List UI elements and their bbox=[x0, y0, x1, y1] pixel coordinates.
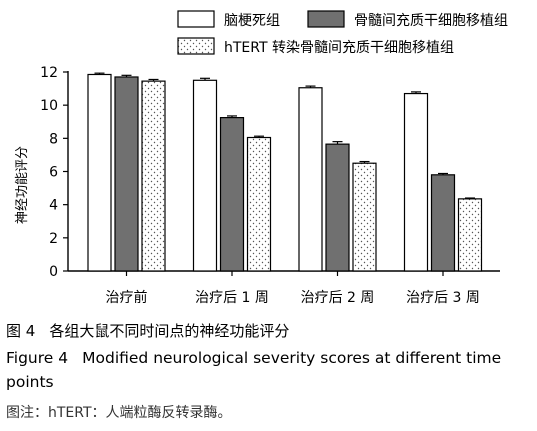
bar bbox=[325, 143, 350, 272]
figure-title-en: Modified neurological severity scores at… bbox=[6, 349, 502, 391]
bar bbox=[298, 87, 323, 272]
bar bbox=[87, 73, 112, 272]
y-tick-label: 6 bbox=[49, 165, 58, 181]
y-tick-label: 2 bbox=[49, 231, 58, 247]
figure-caption-en: Figure 4 Modified neurological severity s… bbox=[6, 346, 534, 394]
legend-label: 脑梗死组 bbox=[224, 13, 280, 29]
bar bbox=[246, 136, 272, 272]
bar bbox=[403, 92, 429, 272]
figure-label-zh: 图 4 bbox=[6, 322, 36, 340]
figure-title-zh: 各组大鼠不同时间点的神经功能评分 bbox=[49, 322, 290, 340]
axes: 0 2 4 6 8 10 12 治疗前 治疗后 1 周 治疗后 2 周 治疗后 3 周 bbox=[40, 65, 500, 306]
figure-caption-zh: 图 4 各组大鼠不同时间点的神经功能评分 bbox=[6, 320, 289, 341]
y-tick-label: 10 bbox=[40, 98, 58, 114]
figure-note: 图注：hTERT：人端粒酶反转录酶。 bbox=[6, 405, 232, 421]
x-tick-label: 治疗前 bbox=[106, 289, 148, 306]
bar bbox=[457, 198, 483, 272]
y-tick-label: 12 bbox=[40, 65, 58, 81]
x-tick-label: 治疗后 3 周 bbox=[406, 290, 480, 306]
bar bbox=[430, 174, 456, 272]
bar bbox=[114, 76, 139, 272]
legend-swatch bbox=[177, 37, 215, 55]
x-tick-label: 治疗后 2 周 bbox=[301, 290, 375, 306]
y-tick-label: 0 bbox=[49, 264, 58, 280]
legend-swatch bbox=[177, 10, 215, 28]
bars bbox=[87, 72, 483, 272]
bar bbox=[219, 117, 245, 272]
y-tick-label: 4 bbox=[49, 198, 58, 214]
bar bbox=[141, 80, 166, 272]
legend-swatch bbox=[307, 10, 345, 28]
bar-chart: 0 2 4 6 8 10 12 治疗前 治疗后 1 周 治疗后 2 周 治疗后 3 周 脑梗死组 骨髓… bbox=[15, 10, 508, 306]
y-tick-label: 8 bbox=[49, 131, 58, 147]
figure-label-en: Figure 4 bbox=[6, 349, 69, 367]
legend-label: hTERT 转染骨髓间充质干细胞移植组 bbox=[224, 40, 454, 56]
legend-label: 骨髓间充质干细胞移植组 bbox=[354, 13, 508, 29]
bar bbox=[192, 79, 218, 272]
legend: 脑梗死组 骨髓间充质干细胞移植组 hTERT 转染骨髓间充质干细胞移植组 bbox=[177, 10, 508, 56]
y-axis-label: 神经功能评分 bbox=[15, 146, 30, 224]
x-tick-label: 治疗后 1 周 bbox=[195, 290, 269, 306]
bar bbox=[352, 162, 377, 272]
